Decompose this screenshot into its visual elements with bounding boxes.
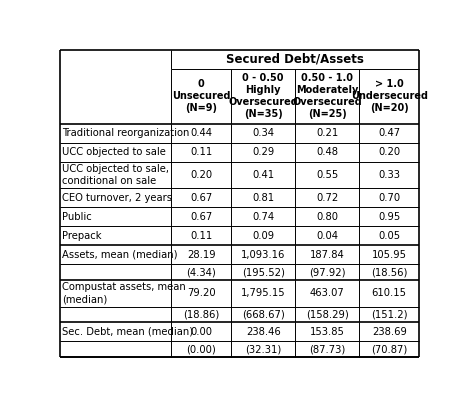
Text: 0.95: 0.95 xyxy=(378,212,400,222)
Text: (0.00): (0.00) xyxy=(186,344,216,354)
Text: 28.19: 28.19 xyxy=(187,250,215,260)
Text: CEO turnover, 2 years: CEO turnover, 2 years xyxy=(63,193,173,203)
Text: 0.29: 0.29 xyxy=(252,147,274,157)
Text: 0.05: 0.05 xyxy=(378,231,400,241)
Text: 1,093.16: 1,093.16 xyxy=(241,250,285,260)
Text: Prepack: Prepack xyxy=(63,231,102,241)
Text: (4.34): (4.34) xyxy=(186,267,216,277)
Text: (158.29): (158.29) xyxy=(306,310,349,320)
Text: Assets, mean (median): Assets, mean (median) xyxy=(63,250,178,260)
Text: 238.46: 238.46 xyxy=(246,327,280,337)
Text: > 1.0
Undersecured
(N=20): > 1.0 Undersecured (N=20) xyxy=(351,79,428,113)
Text: 0.50 - 1.0
Moderately
Oversecured
(N=25): 0.50 - 1.0 Moderately Oversecured (N=25) xyxy=(292,73,362,119)
Text: (70.87): (70.87) xyxy=(371,344,407,354)
Text: Public: Public xyxy=(63,212,92,222)
Text: 0.55: 0.55 xyxy=(316,170,338,180)
Text: (32.31): (32.31) xyxy=(245,344,281,354)
Text: Compustat assets, mean
(median): Compustat assets, mean (median) xyxy=(63,283,186,304)
Text: (151.2): (151.2) xyxy=(371,310,408,320)
Text: 0.11: 0.11 xyxy=(190,231,212,241)
Text: 79.20: 79.20 xyxy=(187,289,215,298)
Text: 0.41: 0.41 xyxy=(252,170,274,180)
Text: 0.67: 0.67 xyxy=(190,212,212,222)
Text: (668.67): (668.67) xyxy=(242,310,285,320)
Text: 610.15: 610.15 xyxy=(372,289,407,298)
Text: 0.11: 0.11 xyxy=(190,147,212,157)
Text: 0.34: 0.34 xyxy=(252,128,274,138)
Text: 0.74: 0.74 xyxy=(252,212,274,222)
Text: 463.07: 463.07 xyxy=(310,289,344,298)
Text: 0.81: 0.81 xyxy=(252,193,274,203)
Text: 0.72: 0.72 xyxy=(316,193,338,203)
Text: 0.70: 0.70 xyxy=(378,193,400,203)
Text: 0.47: 0.47 xyxy=(378,128,400,138)
Text: UCC objected to sale,
conditional on sale: UCC objected to sale, conditional on sal… xyxy=(63,164,169,186)
Text: (195.52): (195.52) xyxy=(242,267,285,277)
Text: 0.21: 0.21 xyxy=(316,128,338,138)
Text: 0.80: 0.80 xyxy=(316,212,338,222)
Text: UCC objected to sale: UCC objected to sale xyxy=(63,147,166,157)
Text: 1,795.15: 1,795.15 xyxy=(241,289,285,298)
Text: (18.56): (18.56) xyxy=(371,267,408,277)
Text: 0.20: 0.20 xyxy=(190,170,212,180)
Text: 0.33: 0.33 xyxy=(378,170,400,180)
Text: 0.48: 0.48 xyxy=(316,147,338,157)
Text: 0.44: 0.44 xyxy=(190,128,212,138)
Text: 0.67: 0.67 xyxy=(190,193,212,203)
Text: 0.00: 0.00 xyxy=(190,327,212,337)
Text: (18.86): (18.86) xyxy=(183,310,219,320)
Text: (87.73): (87.73) xyxy=(309,344,345,354)
Text: 153.85: 153.85 xyxy=(310,327,344,337)
Text: 0.20: 0.20 xyxy=(378,147,400,157)
Text: 187.84: 187.84 xyxy=(310,250,344,260)
Text: 0.04: 0.04 xyxy=(316,231,338,241)
Text: Traditional reorganization: Traditional reorganization xyxy=(63,128,190,138)
Text: 105.95: 105.95 xyxy=(372,250,407,260)
Text: 0 - 0.50
Highly
Oversecured
(N=35): 0 - 0.50 Highly Oversecured (N=35) xyxy=(228,73,298,119)
Text: (97.92): (97.92) xyxy=(309,267,345,277)
Text: 0
Unsecured
(N=9): 0 Unsecured (N=9) xyxy=(172,79,230,113)
Text: Sec. Debt, mean (median): Sec. Debt, mean (median) xyxy=(63,327,194,337)
Text: Secured Debt/Assets: Secured Debt/Assets xyxy=(226,53,364,66)
Text: 238.69: 238.69 xyxy=(372,327,407,337)
Text: 0.09: 0.09 xyxy=(252,231,274,241)
